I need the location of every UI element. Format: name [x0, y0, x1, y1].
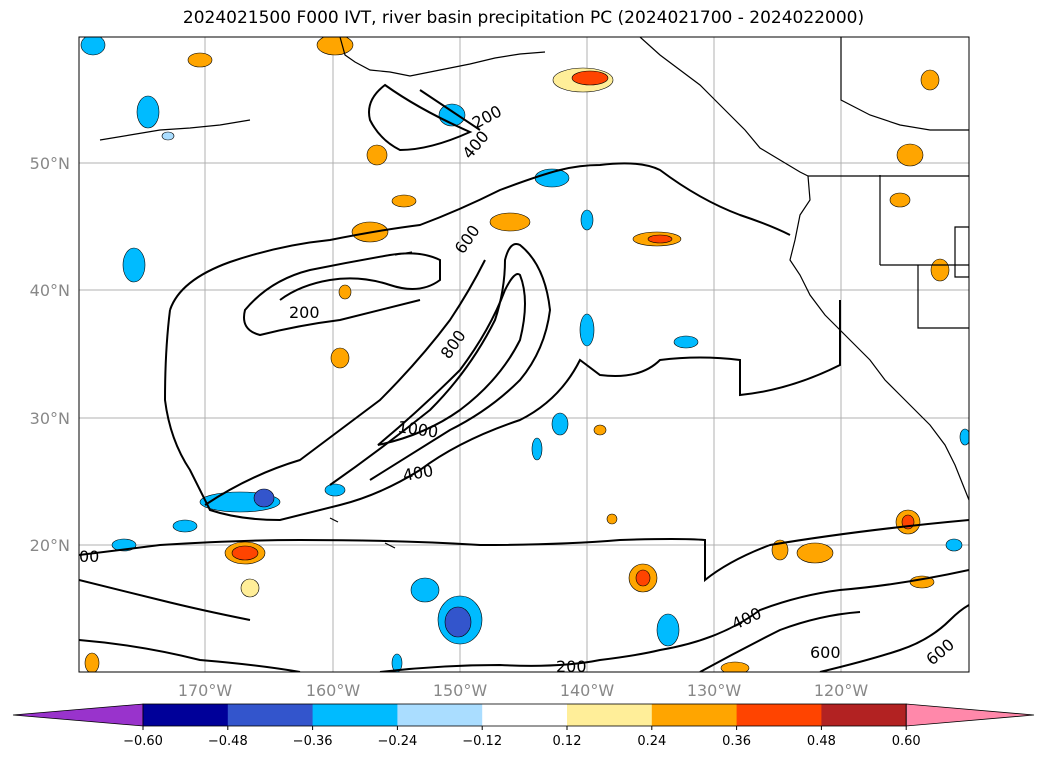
- colorbar-frame: [142, 703, 907, 727]
- colorbar-segment: [227, 704, 314, 726]
- map-background: [79, 37, 969, 672]
- colorbar-extend-low: [12, 703, 144, 727]
- colorbar-tick-label: −0.12: [462, 734, 502, 749]
- colorbar-segment: [567, 704, 653, 726]
- colorbar-segment: [312, 704, 398, 726]
- coastlines: [99, 37, 969, 549]
- colorbar-segment: [736, 704, 822, 726]
- colorbar-extend-high: [905, 703, 1035, 727]
- lat-label: 30°N: [30, 409, 70, 428]
- colorbar: −0.60 −0.48 −0.36 −0.24 −0.12 0.12 0.24 0.36 0.4…: [12, 703, 1035, 749]
- contour-label: 00: [79, 547, 99, 566]
- contour-label: 600: [810, 643, 841, 662]
- colorbar-tick-label: 0.36: [722, 734, 751, 749]
- lon-label: 150°W: [433, 681, 488, 700]
- lon-label: 160°W: [306, 681, 361, 700]
- colorbar-tick-label: 0.12: [553, 734, 582, 749]
- colorbar-tick-label: −0.60: [123, 734, 163, 749]
- precip-blobs: [80, 37, 969, 672]
- colorbar-tick-label: 0.24: [637, 734, 666, 749]
- colorbar-segment: [143, 704, 229, 726]
- colorbar-tick-label: −0.24: [377, 734, 417, 749]
- colorbar-segment: [821, 704, 907, 726]
- colorbar-segment: [397, 704, 483, 726]
- colorbar-tick-label: −0.36: [293, 734, 333, 749]
- lat-label: 40°N: [30, 281, 70, 300]
- contour-label: 200: [289, 303, 320, 322]
- colorbar-tick-label: −0.48: [208, 734, 248, 749]
- map-title: 2024021500 F000 IVT, river basin precipi…: [182, 8, 865, 28]
- lon-label: 140°W: [560, 681, 615, 700]
- lon-label: 130°W: [687, 681, 742, 700]
- colorbar-tick-label: 0.48: [807, 734, 836, 749]
- lon-label: 170°W: [178, 681, 233, 700]
- lat-label: 50°N: [30, 154, 70, 173]
- contour-label: 200: [556, 657, 587, 676]
- ivt-contours: [79, 83, 969, 672]
- colorbar-segment: [651, 704, 738, 726]
- colorbar-tick-label: 0.60: [892, 734, 921, 749]
- colorbar-segment: [482, 704, 568, 726]
- lon-label: 120°W: [814, 681, 869, 700]
- map-frame: [78, 36, 970, 673]
- lat-label: 20°N: [30, 536, 70, 555]
